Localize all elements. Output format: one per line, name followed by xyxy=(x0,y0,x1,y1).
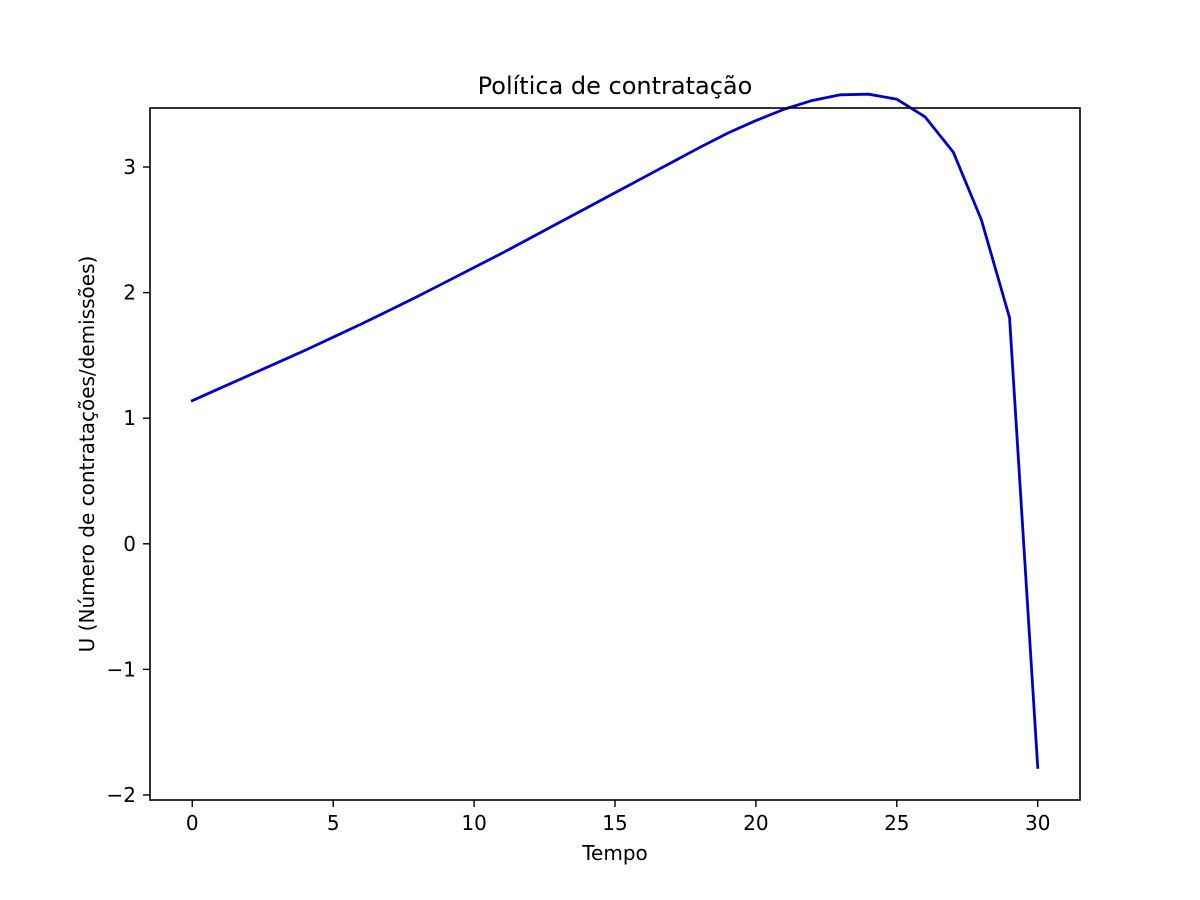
x-axis: 0 5 10 15 20 25 30 xyxy=(186,800,1050,835)
y-axis-label: U (Número de contratações/demissões) xyxy=(75,256,99,653)
chart-title: Política de contratação xyxy=(478,72,753,100)
y-tick-label: 0 xyxy=(123,532,136,556)
series-line-0 xyxy=(190,92,1040,769)
y-tick-label: −2 xyxy=(107,783,136,807)
x-axis-label: Tempo xyxy=(581,841,648,865)
y-tick-label: 1 xyxy=(123,406,136,430)
x-tick-label: 25 xyxy=(884,811,909,835)
x-tick-label: 10 xyxy=(461,811,486,835)
y-tick-label: 3 xyxy=(123,155,136,179)
y-tick-label: −1 xyxy=(107,657,136,681)
x-tick-label: 5 xyxy=(327,811,340,835)
x-tick-label: 0 xyxy=(186,811,199,835)
y-tick-label: 2 xyxy=(123,281,136,305)
axes-frame xyxy=(149,107,1081,801)
x-tick-label: 30 xyxy=(1025,811,1050,835)
y-axis: −2 −1 0 1 2 3 xyxy=(107,155,150,807)
x-tick-label: 15 xyxy=(602,811,627,835)
x-tick-label: 20 xyxy=(743,811,768,835)
plot-area xyxy=(190,92,1040,769)
